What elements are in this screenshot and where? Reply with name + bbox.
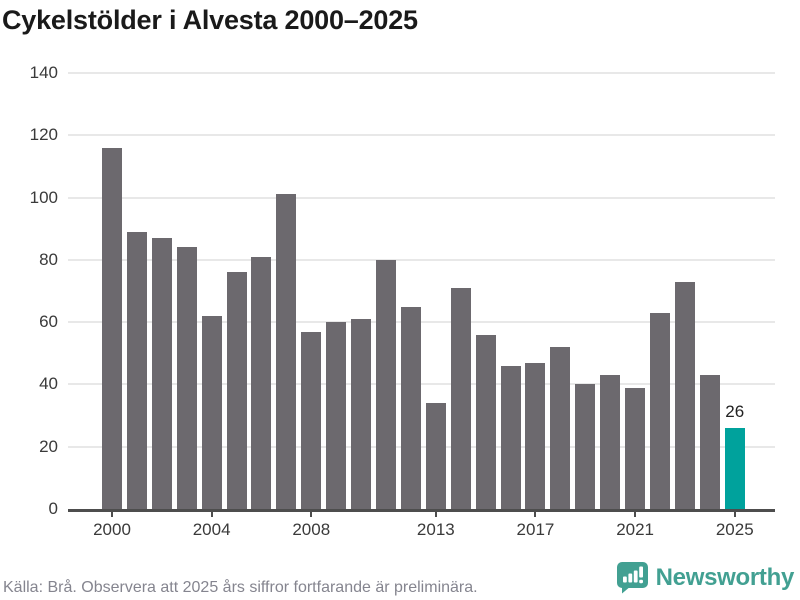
bar-2017 xyxy=(525,362,546,509)
y-axis-label-140: 140 xyxy=(29,63,58,82)
bar-2014 xyxy=(450,287,471,509)
gridline-120 xyxy=(68,134,775,137)
newsworthy-logo: Newsworthy xyxy=(616,561,794,594)
y-axis-label-60: 60 xyxy=(39,312,58,332)
chart-title: Cykelstölder i Alvesta 2000–2025 xyxy=(2,5,418,35)
gridline-140 xyxy=(68,72,775,74)
bar-2003 xyxy=(176,247,197,509)
gridline-20 xyxy=(68,445,775,448)
bar-2008 xyxy=(301,331,322,509)
newsworthy-brand-name: Newsworthy xyxy=(655,563,795,591)
bar-2005 xyxy=(226,272,247,509)
bar-2020 xyxy=(600,375,621,509)
y-axis-label-20: 20 xyxy=(39,436,58,456)
bar-2021 xyxy=(625,387,646,509)
bar-2007 xyxy=(276,194,297,509)
y-axis-label-0: 0 xyxy=(48,499,58,518)
x-axis-label-2017: 2017 xyxy=(516,520,555,539)
x-tick-2000 xyxy=(111,510,113,517)
bar-2025 xyxy=(724,428,745,509)
bar-2013 xyxy=(425,403,446,509)
bar-2012 xyxy=(400,306,421,509)
newsworthy-bar-chart-speech-bubble-icon xyxy=(616,561,649,594)
x-axis-label-2013: 2013 xyxy=(416,520,455,539)
x-tick-2021 xyxy=(634,510,637,517)
x-tick-2004 xyxy=(210,510,213,517)
bar-2009 xyxy=(326,322,347,509)
gridline-100 xyxy=(68,196,775,199)
bar-2023 xyxy=(674,281,695,509)
bar-2006 xyxy=(251,256,272,509)
x-axis-label-2025: 2025 xyxy=(715,520,754,539)
x-tick-2013 xyxy=(434,510,437,517)
x-tick-2017 xyxy=(534,510,537,517)
y-axis-label-120: 120 xyxy=(29,125,58,145)
plot-area: 0 20 40 60 80 100 120 140 2000 2004 2008 2013 2017 20… xyxy=(30,63,775,539)
bar-2002 xyxy=(151,238,172,509)
bar-2011 xyxy=(376,259,396,509)
bar-2004 xyxy=(201,315,222,509)
bar-2001 xyxy=(126,231,147,509)
x-axis-line xyxy=(68,509,775,512)
x-tick-2008 xyxy=(310,510,313,517)
x-axis-label-2021: 2021 xyxy=(616,520,655,539)
bar-2010 xyxy=(351,319,372,509)
bar-2015 xyxy=(475,334,496,509)
x-tick-2025 xyxy=(733,510,736,517)
bar-2016 xyxy=(500,365,521,509)
bar-2000 xyxy=(102,147,122,509)
x-axis-label-2004: 2004 xyxy=(192,520,231,539)
bar-2022 xyxy=(650,312,671,509)
gridline-40 xyxy=(68,383,775,386)
bar-2018 xyxy=(550,347,571,509)
bar-value-label: 26 xyxy=(725,402,745,422)
y-axis-label-40: 40 xyxy=(39,374,58,394)
x-axis-label-2008: 2008 xyxy=(292,520,331,539)
y-axis-label-100: 100 xyxy=(29,187,58,207)
gridline-60 xyxy=(68,321,775,324)
bar-2024 xyxy=(699,375,720,509)
y-axis-label-80: 80 xyxy=(39,249,58,269)
source-note: Källa: Brå. Observera att 2025 års siffr… xyxy=(3,579,478,596)
bar-2019 xyxy=(575,384,596,509)
x-axis-label-2000: 2000 xyxy=(93,520,131,539)
gridline-80 xyxy=(68,258,775,261)
